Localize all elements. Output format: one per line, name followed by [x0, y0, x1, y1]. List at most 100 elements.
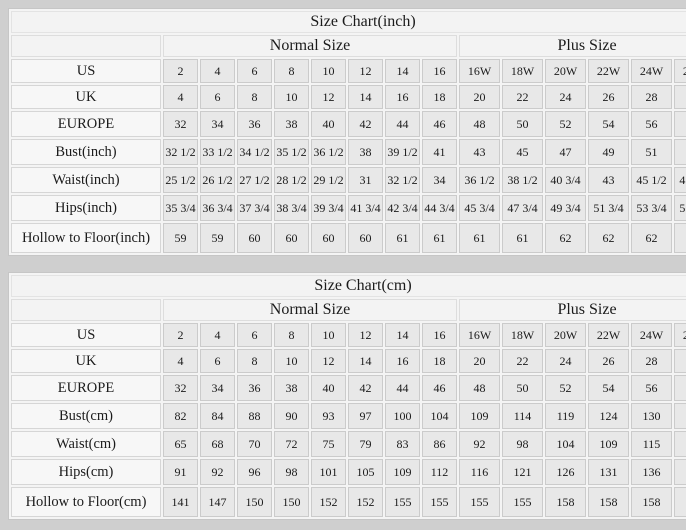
- size-cell: 44 3/4: [422, 195, 457, 221]
- size-cell: 86: [422, 431, 457, 457]
- size-cell: 10: [311, 59, 346, 83]
- size-cell: 10: [311, 323, 346, 347]
- size-cell: 28: [631, 349, 672, 373]
- size-cell: 18W: [502, 323, 543, 347]
- table-row: UK4681012141618202224262830: [11, 85, 686, 109]
- size-cell: 35 3/4: [163, 195, 198, 221]
- size-cell: 79: [348, 431, 383, 457]
- row-label: Bust(inch): [11, 139, 161, 165]
- size-cell: 92: [459, 431, 500, 457]
- table-row: EUROPE3234363840424446485052545658: [11, 375, 686, 401]
- size-cell: 105: [348, 459, 383, 485]
- size-cell: 45 3/4: [459, 195, 500, 221]
- size-cell: 58: [674, 111, 686, 137]
- size-cell: 114: [502, 403, 543, 429]
- size-cell: 61: [459, 223, 500, 253]
- table-row: Waist(inch) 25 1/2 26 1/2 27 1/2 28 1/2 29 1/…: [11, 167, 686, 193]
- size-cell: 12: [348, 59, 383, 83]
- size-cell: 56: [631, 111, 672, 137]
- size-cell: 40: [311, 375, 346, 401]
- size-cell: 48: [459, 375, 500, 401]
- table-row: US24681012141616W18W20W22W24W26W: [11, 59, 686, 83]
- size-cell: 92: [200, 459, 235, 485]
- size-cell: 39 3/4: [311, 195, 346, 221]
- size-cell: 59: [200, 223, 235, 253]
- size-cell: 26: [588, 85, 629, 109]
- row-label: EUROPE: [11, 111, 161, 137]
- size-cell: 46: [422, 375, 457, 401]
- size-cell: 24W: [631, 59, 672, 83]
- size-cell: 27 1/2: [237, 167, 272, 193]
- group-header-plus: Plus Size: [459, 299, 686, 321]
- size-cell: 49: [588, 139, 629, 165]
- group-header-normal: Normal Size: [163, 35, 457, 57]
- size-cell: 26W: [674, 59, 686, 83]
- size-cell: 158: [631, 487, 672, 517]
- size-cell: 115: [631, 431, 672, 457]
- size-cell: 150: [237, 487, 272, 517]
- corner-cell: [11, 299, 161, 321]
- size-cell: 2: [163, 59, 198, 83]
- size-cell: 55 1/2: [674, 195, 686, 221]
- size-cell: 4: [163, 85, 198, 109]
- size-cell: 62: [631, 223, 672, 253]
- size-cell: 32 1/2: [163, 139, 198, 165]
- size-cell: 2: [163, 323, 198, 347]
- size-cell: 119: [545, 403, 586, 429]
- group-header-plus: Plus Size: [459, 35, 686, 57]
- size-cell: 22W: [588, 59, 629, 83]
- size-table: Size Chart(inch) Normal Size Plus Size US 2 4…: [8, 8, 686, 256]
- size-chart-cm-table: Size Chart(cm) Normal Size Plus Size US 2 4 6 8…: [8, 272, 686, 520]
- size-cell: 152: [348, 487, 383, 517]
- group-header-normal: Normal Size: [163, 299, 457, 321]
- size-cell: 109: [459, 403, 500, 429]
- size-cell: 56: [631, 375, 672, 401]
- size-cell: 112: [422, 459, 457, 485]
- size-cell: 53: [674, 139, 686, 165]
- row-label: EUROPE: [11, 375, 161, 401]
- size-cell: 58: [674, 375, 686, 401]
- size-cell: 147: [200, 487, 235, 517]
- size-cell: 155: [385, 487, 420, 517]
- size-cell: 22: [502, 349, 543, 373]
- table-row: UK4681012141618202224262830: [11, 349, 686, 373]
- size-cell: 38 3/4: [274, 195, 309, 221]
- chart-title: Size Chart(inch): [11, 11, 686, 33]
- size-cell: 36: [237, 111, 272, 137]
- size-cell: 61: [422, 223, 457, 253]
- size-cell: 97: [348, 403, 383, 429]
- table-row: Hollow to Floor(cm) 141 147 150 150 152 152 155…: [11, 487, 686, 517]
- size-cell: 82: [163, 403, 198, 429]
- size-chart-inch-table: Size Chart(inch) Normal Size Plus Size US 2 4…: [8, 8, 686, 256]
- size-cell: 131: [588, 459, 629, 485]
- size-cell: 44: [385, 375, 420, 401]
- size-cell: 158: [674, 487, 686, 517]
- size-cell: 39 1/2: [385, 139, 420, 165]
- size-cell: 52: [545, 375, 586, 401]
- size-cell: 62: [588, 223, 629, 253]
- size-cell: 24W: [631, 323, 672, 347]
- size-cell: 30: [674, 349, 686, 373]
- size-cell: 34: [200, 375, 235, 401]
- row-label: Hollow to Floor(cm): [11, 487, 161, 517]
- size-cell: 34 1/2: [237, 139, 272, 165]
- row-label: US: [11, 323, 161, 347]
- size-cell: 16: [422, 323, 457, 347]
- size-cell: 84: [200, 403, 235, 429]
- size-cell: 16: [422, 59, 457, 83]
- size-cell: 8: [274, 323, 309, 347]
- size-cell: 20: [459, 85, 500, 109]
- size-cell: 40 3/4: [545, 167, 586, 193]
- size-cell: 34: [422, 167, 457, 193]
- size-cell: 26: [588, 349, 629, 373]
- size-cell: 83: [385, 431, 420, 457]
- size-cell: 14: [348, 349, 383, 373]
- size-cell: 28: [631, 85, 672, 109]
- size-cell: 4: [200, 59, 235, 83]
- size-cell: 43: [588, 167, 629, 193]
- size-cell: 51: [631, 139, 672, 165]
- size-cell: 136: [631, 459, 672, 485]
- size-cell: 72: [274, 431, 309, 457]
- size-cell: 101: [311, 459, 346, 485]
- size-cell: 36 1/2: [311, 139, 346, 165]
